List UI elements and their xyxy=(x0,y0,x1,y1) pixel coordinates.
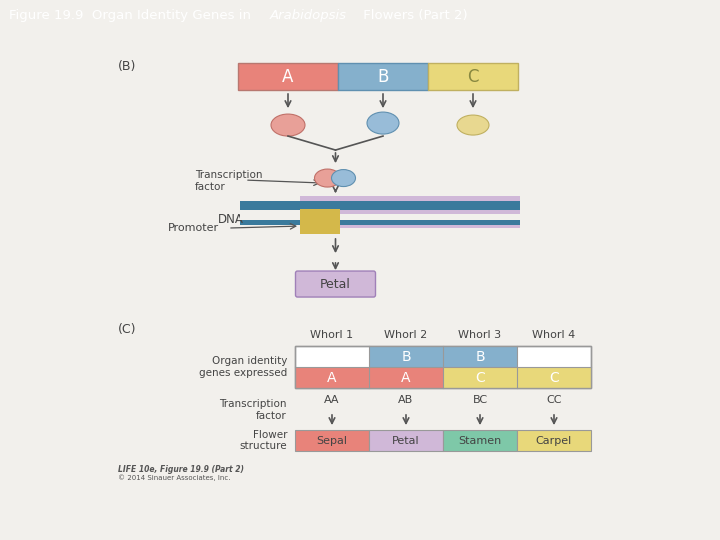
Text: A: A xyxy=(328,370,337,384)
Ellipse shape xyxy=(457,115,489,135)
Text: Transcription
factor: Transcription factor xyxy=(220,399,287,421)
Text: B: B xyxy=(377,68,389,85)
Ellipse shape xyxy=(367,112,399,134)
Text: CC: CC xyxy=(546,395,562,405)
Text: Flowers (Part 2): Flowers (Part 2) xyxy=(359,9,467,22)
FancyBboxPatch shape xyxy=(443,367,517,388)
Text: C: C xyxy=(467,68,479,85)
FancyBboxPatch shape xyxy=(300,209,340,234)
Text: Petal: Petal xyxy=(392,436,420,446)
Ellipse shape xyxy=(271,114,305,136)
Text: Whorl 4: Whorl 4 xyxy=(532,330,575,340)
Ellipse shape xyxy=(315,169,341,187)
FancyBboxPatch shape xyxy=(240,216,520,225)
Text: (B): (B) xyxy=(118,60,136,73)
Text: Transcription
factor: Transcription factor xyxy=(195,170,263,192)
FancyBboxPatch shape xyxy=(300,196,520,228)
FancyBboxPatch shape xyxy=(369,346,443,367)
Text: Petal: Petal xyxy=(320,278,351,291)
Text: Sepal: Sepal xyxy=(317,436,348,446)
Text: B: B xyxy=(475,349,485,363)
FancyBboxPatch shape xyxy=(295,430,369,451)
FancyBboxPatch shape xyxy=(240,201,520,210)
Text: C: C xyxy=(475,370,485,384)
FancyBboxPatch shape xyxy=(369,367,443,388)
Text: BC: BC xyxy=(472,395,487,405)
FancyBboxPatch shape xyxy=(428,63,518,90)
FancyBboxPatch shape xyxy=(443,346,517,367)
FancyBboxPatch shape xyxy=(517,367,591,388)
FancyBboxPatch shape xyxy=(238,63,338,90)
Text: Organ identity
genes expressed: Organ identity genes expressed xyxy=(199,356,287,378)
Text: © 2014 Sinauer Associates, Inc.: © 2014 Sinauer Associates, Inc. xyxy=(118,474,230,481)
Text: A: A xyxy=(282,68,294,85)
Text: A: A xyxy=(401,370,410,384)
Text: DNA: DNA xyxy=(218,213,244,226)
Text: Stamen: Stamen xyxy=(459,436,502,446)
Ellipse shape xyxy=(331,170,356,186)
Text: Whorl 2: Whorl 2 xyxy=(384,330,428,340)
Text: AA: AA xyxy=(324,395,340,405)
FancyBboxPatch shape xyxy=(338,63,428,90)
Text: Whorl 3: Whorl 3 xyxy=(459,330,502,340)
Text: Figure 19.9  Organ Identity Genes in: Figure 19.9 Organ Identity Genes in xyxy=(9,9,255,22)
FancyBboxPatch shape xyxy=(517,430,591,451)
Text: LIFE 10e, Figure 19.9 (Part 2): LIFE 10e, Figure 19.9 (Part 2) xyxy=(118,465,244,474)
Text: Promoter: Promoter xyxy=(168,223,219,233)
FancyBboxPatch shape xyxy=(295,346,591,388)
Text: B: B xyxy=(401,349,411,363)
Text: (C): (C) xyxy=(118,323,137,336)
FancyBboxPatch shape xyxy=(295,271,376,297)
FancyBboxPatch shape xyxy=(240,214,520,220)
Text: Carpel: Carpel xyxy=(536,436,572,446)
Text: Whorl 1: Whorl 1 xyxy=(310,330,354,340)
FancyBboxPatch shape xyxy=(443,430,517,451)
Text: Flower
structure: Flower structure xyxy=(239,430,287,451)
Text: C: C xyxy=(549,370,559,384)
FancyBboxPatch shape xyxy=(369,430,443,451)
Text: AB: AB xyxy=(398,395,413,405)
Text: Arabidopsis: Arabidopsis xyxy=(269,9,346,22)
FancyBboxPatch shape xyxy=(295,367,369,388)
